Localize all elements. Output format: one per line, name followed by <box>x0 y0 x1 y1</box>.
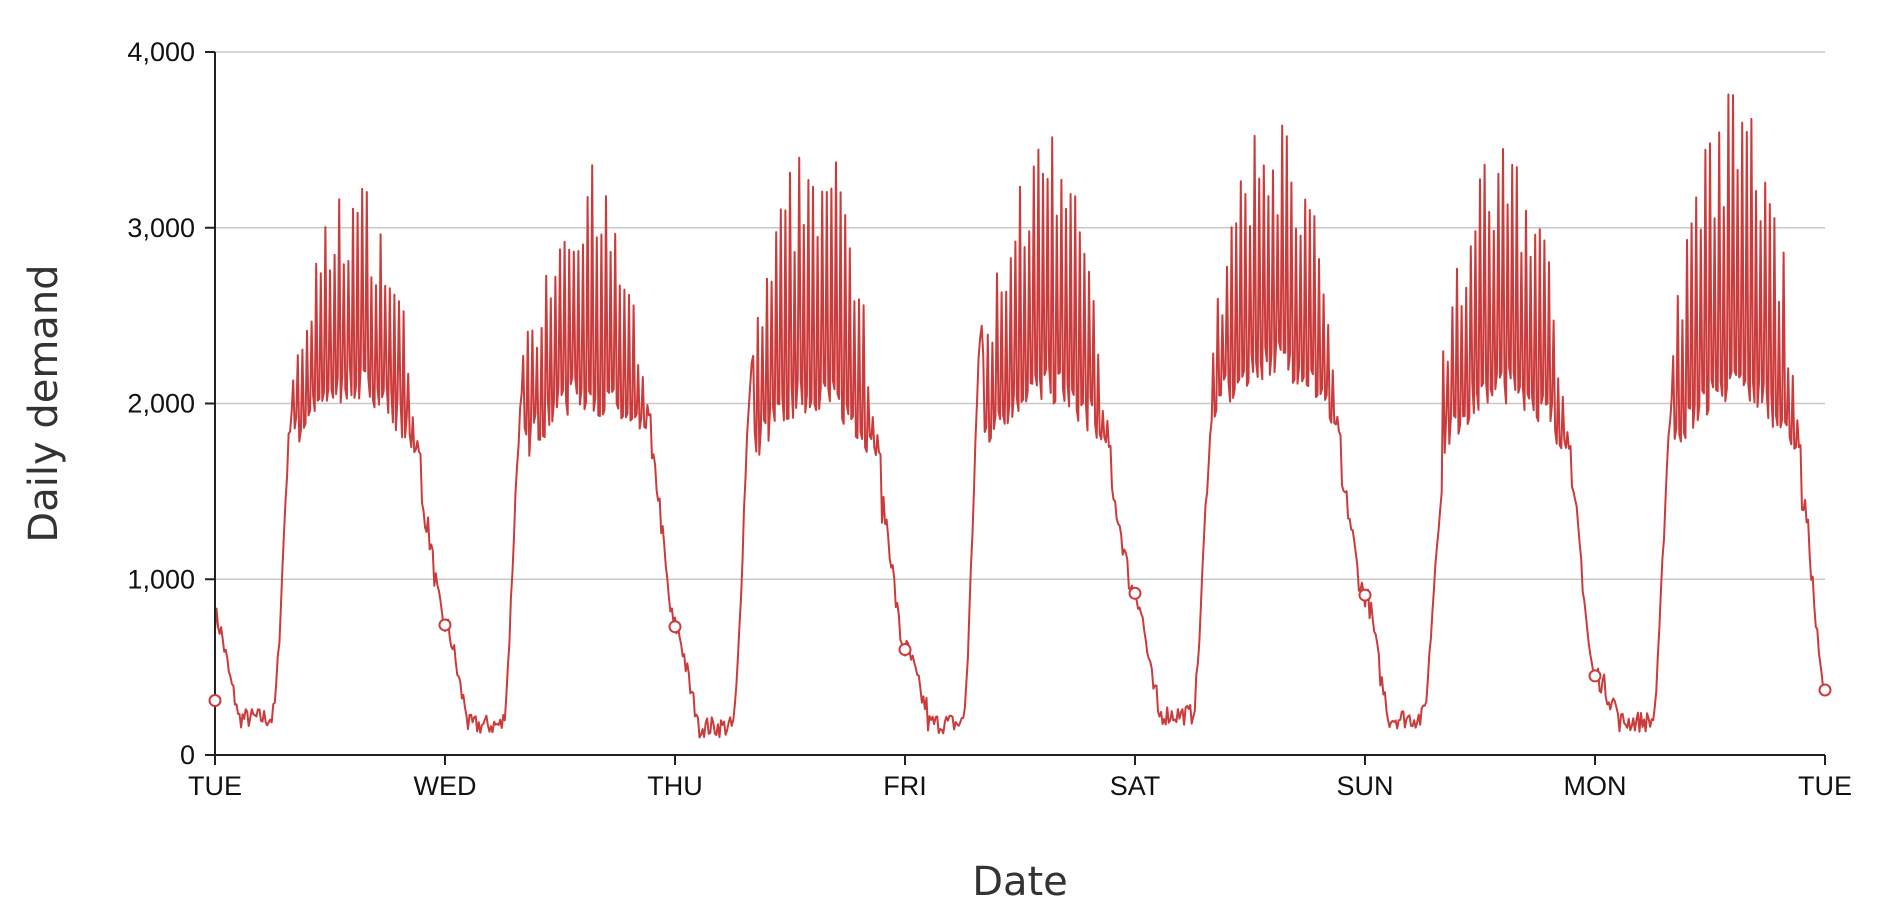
x-tick-label: FRI <box>883 771 927 801</box>
y-tick-label: 3,000 <box>127 213 195 243</box>
demand-series-line <box>214 93 1826 739</box>
marked-points <box>208 586 1832 708</box>
series-layer <box>214 93 1826 739</box>
x-tick-label: THU <box>647 771 703 801</box>
data-point-marker <box>1128 586 1142 600</box>
data-point-marker <box>1588 669 1602 683</box>
x-tick-label: TUE <box>1798 771 1852 801</box>
y-tick-label: 0 <box>180 740 195 770</box>
y-axis-title: Daily demand <box>21 264 67 542</box>
x-tick-label: SAT <box>1110 771 1161 801</box>
x-axis-title: Date <box>972 859 1068 905</box>
x-axis-ticks: TUE WED THU FRI SAT SUN MON TUE <box>188 755 1852 801</box>
data-point-marker <box>898 643 912 657</box>
data-point-marker <box>668 620 682 634</box>
data-point-marker <box>208 694 222 708</box>
data-point-marker <box>1818 683 1832 697</box>
y-tick-label: 4,000 <box>127 37 195 67</box>
x-tick-label: WED <box>414 771 477 801</box>
x-tick-label: MON <box>1564 771 1627 801</box>
y-tick-label: 1,000 <box>127 564 195 594</box>
x-tick-label: SUN <box>1336 771 1393 801</box>
x-tick-label: TUE <box>188 771 242 801</box>
data-point-marker <box>1358 588 1372 602</box>
data-point-marker <box>438 618 452 632</box>
y-tick-label: 2,000 <box>127 389 195 419</box>
y-axis-ticks: 0 1,000 2,000 3,000 4,000 <box>127 37 215 770</box>
